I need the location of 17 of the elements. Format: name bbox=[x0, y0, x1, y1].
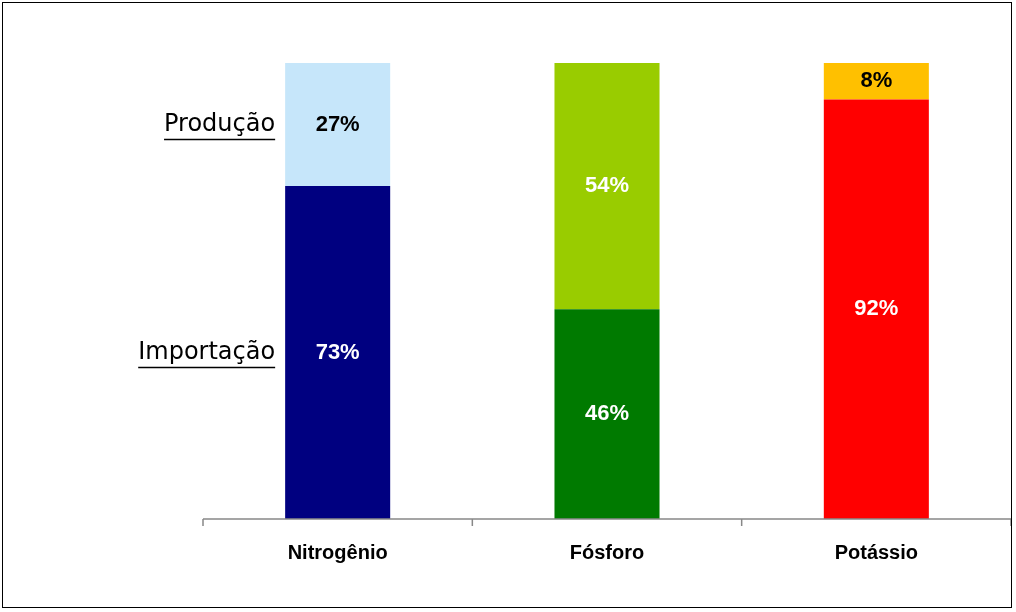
bar bbox=[554, 63, 660, 310]
x-tick-label: Potássio bbox=[834, 540, 919, 563]
bar bbox=[285, 186, 391, 519]
data-label: 92% bbox=[854, 295, 899, 321]
x-tick-label: Nitrogênio bbox=[287, 540, 388, 563]
data-label: 46% bbox=[584, 400, 630, 426]
bar bbox=[823, 99, 929, 519]
data-label: 27% bbox=[315, 110, 360, 136]
series-label: Produção bbox=[164, 108, 276, 137]
x-tick-label: Fósforo bbox=[569, 540, 645, 563]
bar bbox=[554, 309, 660, 519]
data-label: 54% bbox=[584, 172, 630, 198]
bar bbox=[285, 63, 391, 187]
bar bbox=[823, 63, 929, 100]
data-label: 8% bbox=[860, 67, 893, 93]
series-label: Importação bbox=[138, 336, 276, 365]
data-label: 73% bbox=[315, 338, 360, 364]
